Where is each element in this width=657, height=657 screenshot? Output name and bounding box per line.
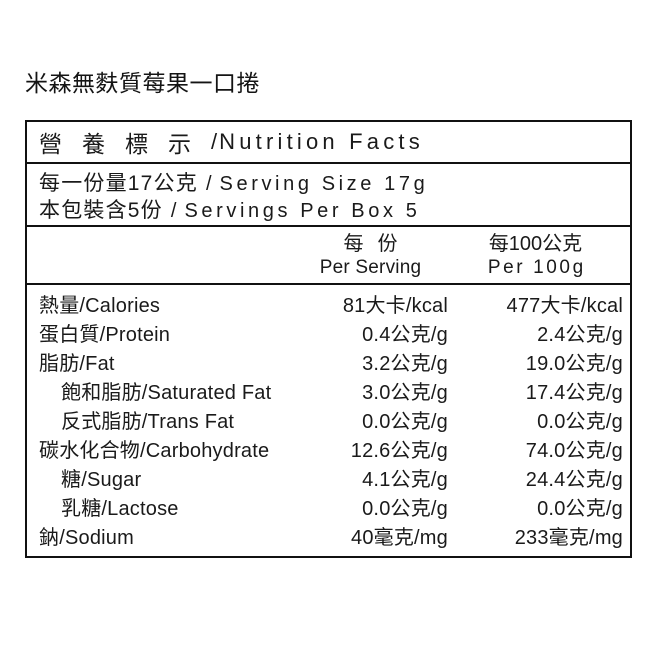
nutrient-value-per-100g: 17.4公克/g bbox=[525, 382, 623, 404]
nutrient-label: 蛋白質/Protein bbox=[39, 324, 171, 346]
table-row: 乳糖/Lactose 0.0公克/g 0.0公克/g bbox=[39, 492, 623, 521]
nutrient-value-per-serving: 81大卡/kcal bbox=[342, 295, 448, 317]
nutrient-label: 反式脂肪/Trans Fat bbox=[61, 411, 235, 433]
divider-after-column-headers bbox=[27, 283, 630, 285]
nutrient-value-per-serving: 0.0公克/g bbox=[362, 498, 448, 520]
column-header-per-serving-zh: 每份 bbox=[343, 233, 412, 255]
nutrient-label: 脂肪/Fat bbox=[39, 353, 115, 375]
column-header-per-serving: 每份 Per Serving bbox=[293, 232, 448, 280]
divider-after-serving-info bbox=[27, 225, 630, 227]
nutrient-value-per-serving: 40毫克/mg bbox=[351, 527, 448, 549]
panel-header-label-en: Nutrition Facts bbox=[219, 129, 424, 154]
nutrient-value-per-100g: 233毫克/mg bbox=[514, 527, 623, 549]
nutrient-value-per-serving: 12.6公克/g bbox=[350, 440, 448, 462]
serving-size-zh: 每一份量17公克 bbox=[39, 172, 198, 195]
table-row: 蛋白質/Protein 0.4公克/g 2.4公克/g bbox=[39, 318, 623, 347]
serving-size-row: 每一份量17公克 / Serving Size 17g bbox=[39, 167, 620, 195]
page-title: 米森無麩質莓果一口捲 bbox=[25, 70, 260, 96]
nutrient-label: 熱量/Calories bbox=[39, 295, 161, 317]
table-row: 糖/Sugar 4.1公克/g 24.4公克/g bbox=[39, 463, 623, 492]
divider-after-header bbox=[27, 162, 630, 164]
nutrient-value-per-100g: 2.4公克/g bbox=[537, 324, 623, 346]
nutrient-label: 碳水化合物/Carbohydrate bbox=[39, 440, 270, 462]
column-header-per-100g-zh: 每100公克 bbox=[488, 233, 583, 255]
panel-header-separator: / bbox=[211, 129, 218, 154]
column-header-per-serving-en: Per Serving bbox=[319, 257, 422, 278]
servings-per-box-zh: 本包裝含5份 bbox=[39, 199, 163, 222]
nutrient-value-per-serving: 0.0公克/g bbox=[362, 411, 448, 433]
nutrient-value-per-100g: 477大卡/kcal bbox=[506, 295, 623, 317]
table-row: 熱量/Calories 81大卡/kcal 477大卡/kcal bbox=[39, 289, 623, 318]
nutrient-value-per-100g: 74.0公克/g bbox=[525, 440, 623, 462]
nutrient-value-per-serving: 4.1公克/g bbox=[362, 469, 448, 491]
panel-header: 營養標示 / Nutrition Facts bbox=[27, 122, 630, 162]
nutrient-label: 飽和脂肪/Saturated Fat bbox=[61, 382, 272, 404]
nutrient-value-per-100g: 0.0公克/g bbox=[537, 411, 623, 433]
table-row: 反式脂肪/Trans Fat 0.0公克/g 0.0公克/g bbox=[39, 405, 623, 434]
column-headers-row: 每份 Per Serving 每100公克 Per 100g bbox=[27, 227, 630, 283]
table-row: 碳水化合物/Carbohydrate 12.6公克/g 74.0公克/g bbox=[39, 434, 623, 463]
serving-size-en: Serving Size 17g bbox=[219, 173, 429, 195]
servings-per-box-en: Servings Per Box 5 bbox=[184, 200, 421, 222]
nutrient-value-per-serving: 3.2公克/g bbox=[362, 353, 448, 375]
table-row: 鈉/Sodium 40毫克/mg 233毫克/mg bbox=[39, 521, 623, 550]
nutrient-label: 乳糖/Lactose bbox=[61, 498, 179, 520]
servings-per-box-separator: / bbox=[170, 200, 177, 222]
nutrient-value-per-100g: 24.4公克/g bbox=[525, 469, 623, 491]
panel-header-label-zh: 營養標示 bbox=[39, 131, 211, 157]
serving-info-block: 每一份量17公克 / Serving Size 17g 本包裝含5份 / Ser… bbox=[27, 164, 630, 225]
nutrient-label: 鈉/Sodium bbox=[39, 527, 134, 549]
nutrient-value-per-serving: 0.4公克/g bbox=[362, 324, 448, 346]
nutrition-facts-panel: 營養標示 / Nutrition Facts 每一份量17公克 / Servin… bbox=[25, 120, 632, 558]
table-row: 脂肪/Fat 3.2公克/g 19.0公克/g bbox=[39, 347, 623, 376]
column-header-per-100g-en: Per 100g bbox=[487, 257, 586, 278]
nutrient-rows: 熱量/Calories 81大卡/kcal 477大卡/kcal 蛋白質/Protei… bbox=[27, 285, 630, 556]
nutrient-label: 糖/Sugar bbox=[61, 469, 142, 491]
nutrient-value-per-100g: 0.0公克/g bbox=[537, 498, 623, 520]
table-row: 飽和脂肪/Saturated Fat 3.0公克/g 17.4公克/g bbox=[39, 376, 623, 405]
serving-size-separator: / bbox=[205, 173, 212, 195]
column-header-per-100g: 每100公克 Per 100g bbox=[448, 232, 623, 280]
nutrient-value-per-100g: 19.0公克/g bbox=[525, 353, 623, 375]
nutrient-value-per-serving: 3.0公克/g bbox=[362, 382, 448, 404]
servings-per-box-row: 本包裝含5份 / Servings Per Box 5 bbox=[39, 194, 620, 222]
